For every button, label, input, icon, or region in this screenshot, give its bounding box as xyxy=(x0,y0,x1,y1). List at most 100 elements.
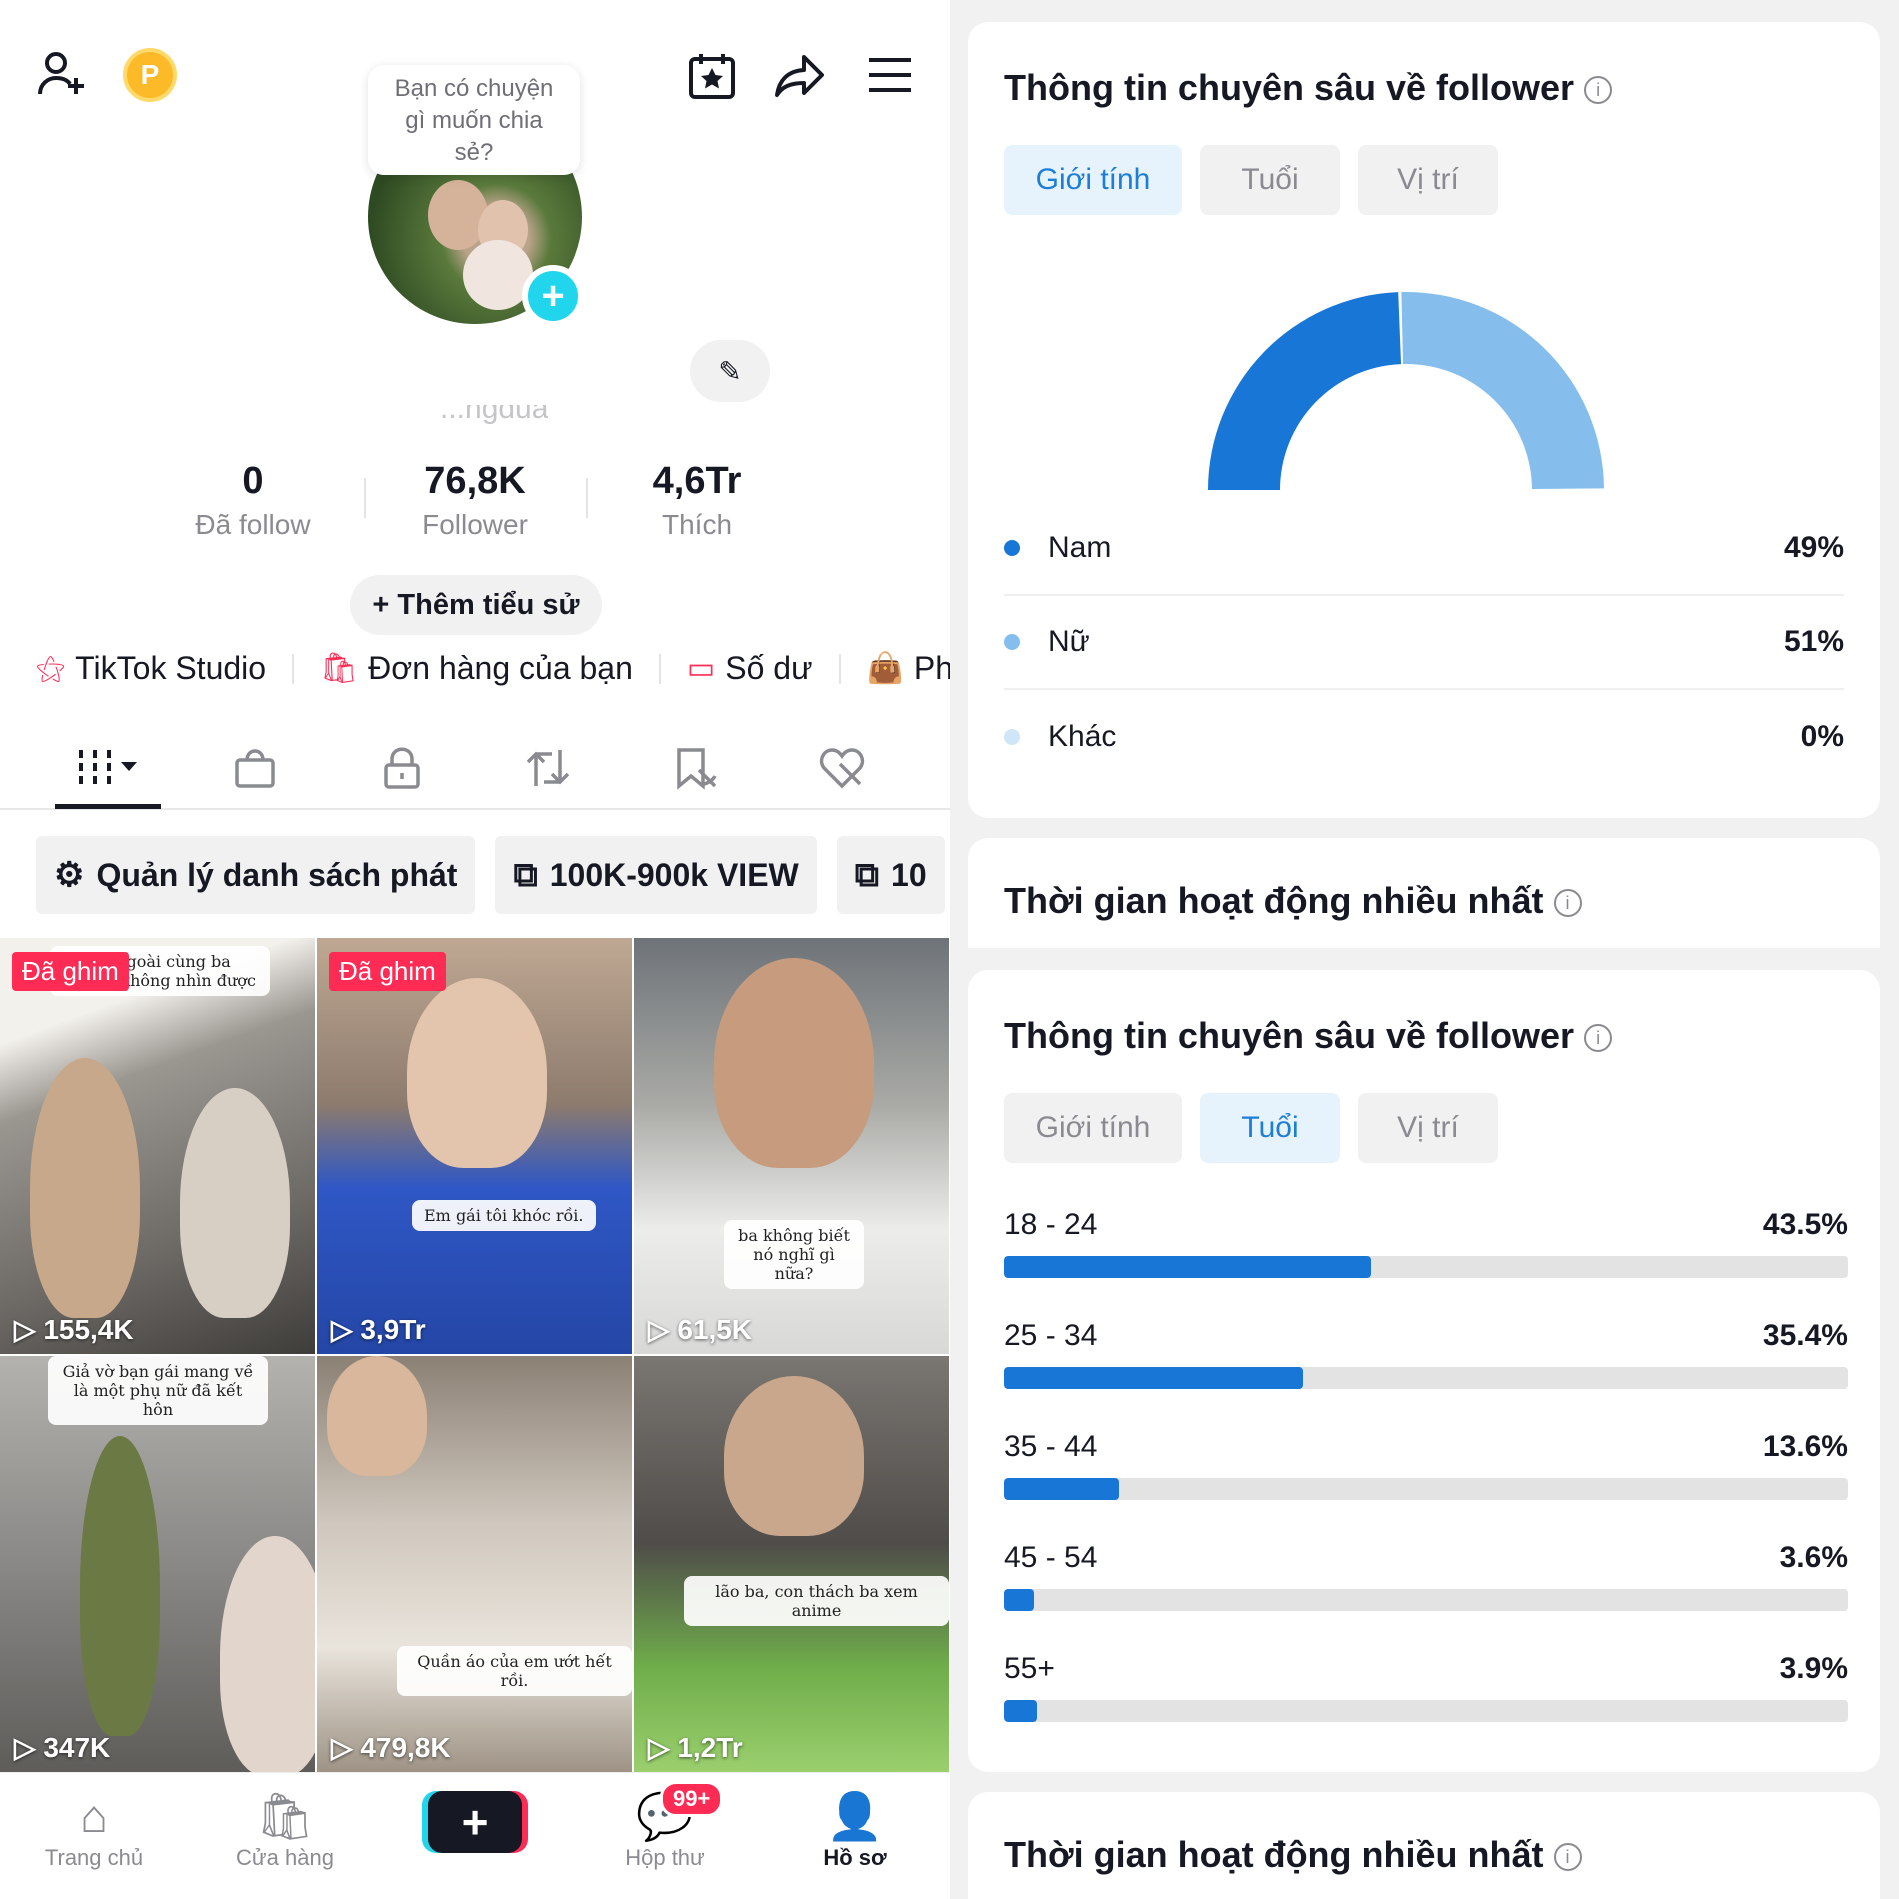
video-tile[interactable]: ba không biết nó nghĩ gì nữa? ▷ 61,5K xyxy=(634,938,949,1354)
add-avatar-plus-icon[interactable]: + xyxy=(522,265,584,327)
tab-gender[interactable]: Giới tính xyxy=(1004,145,1182,215)
quick-link-balance[interactable]: ▭ Số dư xyxy=(687,650,813,687)
legend-female: Nữ 51% xyxy=(1004,596,1844,690)
chip-label: Quản lý danh sách phát xyxy=(96,856,458,893)
info-icon[interactable]: i xyxy=(1584,1024,1613,1053)
age-bar xyxy=(1004,1700,1037,1722)
play-icon: ▷ xyxy=(14,1732,44,1763)
shop-bag-icon: 🛍 xyxy=(255,1790,315,1842)
quick-link-tiktok-studio[interactable]: ⚝ TikTok Studio xyxy=(36,650,266,687)
legend-name: Khác xyxy=(1048,720,1117,753)
video-tile[interactable]: Quần áo của em ướt hết rồi. ▷ 479,8K xyxy=(317,1356,632,1772)
stat-likes-value: 4,6Tr xyxy=(652,460,742,502)
tab-shop-bag-icon[interactable] xyxy=(215,740,295,796)
wallet-icon: ▭ xyxy=(686,652,716,685)
stat-followers-label: Follower xyxy=(422,509,528,540)
tab-gender[interactable]: Giới tính xyxy=(1004,1093,1182,1163)
legend-name: Nữ xyxy=(1048,625,1090,658)
segment-tabs: Giới tính Tuổi Vị trí xyxy=(1004,1093,1516,1163)
info-icon[interactable]: i xyxy=(1584,76,1613,105)
age-bar xyxy=(1004,1589,1035,1611)
stat-following[interactable]: 0 Đã follow xyxy=(153,460,353,541)
video-caption: Giả vờ bạn gái mang về là một phụ nữ đã … xyxy=(48,1356,268,1425)
nav-shop[interactable]: 🛍 Cửa hàng xyxy=(210,1787,360,1871)
age-bar-value: 43.5% xyxy=(1762,1208,1848,1241)
views-count: 479,8K xyxy=(360,1732,451,1763)
info-icon[interactable]: i xyxy=(1553,889,1582,918)
coin-icon[interactable]: P xyxy=(123,48,177,102)
legend-dot xyxy=(1004,634,1020,650)
stat-likes[interactable]: 4,6Tr Thích xyxy=(597,460,797,541)
views-count: 155,4K xyxy=(43,1314,134,1345)
prompt-line-1: Bạn có chuyện xyxy=(394,75,554,102)
video-tile[interactable]: Giả vờ bạn gái mang về là một phụ nữ đã … xyxy=(0,1356,315,1772)
age-bar-row: 55+ 3.9% xyxy=(1004,1652,1848,1722)
manage-playlists-chip[interactable]: ⚙ Quản lý danh sách phát xyxy=(36,836,476,914)
stat-followers[interactable]: 76,8K Follower xyxy=(375,460,575,541)
legend-dot xyxy=(1004,540,1020,556)
stat-following-value: 0 xyxy=(242,460,264,502)
prompt-bubble[interactable]: Bạn có chuyện gì muốn chia sẻ? xyxy=(368,65,580,175)
video-tile[interactable]: Ra ngoài cùng ba Giả vờ không nhìn được … xyxy=(0,938,315,1354)
nav-home[interactable]: ⌂ Trang chủ xyxy=(19,1787,169,1871)
tab-repost-icon[interactable] xyxy=(508,740,588,796)
tab-age[interactable]: Tuổi xyxy=(1200,1093,1340,1163)
video-grid: Ra ngoài cùng ba Giả vờ không nhìn được … xyxy=(0,938,950,1772)
pinned-badge: Đã ghim xyxy=(329,952,446,991)
playlist-chip[interactable]: ⧉ 10 xyxy=(836,836,945,914)
nav-profile-label: Hồ sơ xyxy=(823,1845,887,1870)
views-count: 61,5K xyxy=(677,1314,753,1345)
quick-link-label: Phần xyxy=(913,650,950,686)
gender-donut-chart xyxy=(1208,292,1604,490)
calendar-star-icon[interactable] xyxy=(684,48,740,104)
playlist-chip[interactable]: ⧉ 100K-900k VIEW xyxy=(495,836,817,914)
legend-male: Nam 49% xyxy=(1004,502,1844,596)
video-tile[interactable]: Em gái tôi khóc rồi. Đã ghim ▷ 3,9Tr xyxy=(317,938,632,1354)
playlist-icon: ⧉ xyxy=(513,855,538,894)
menu-icon[interactable] xyxy=(862,50,918,100)
tab-videos-grid-icon[interactable] xyxy=(68,740,148,796)
nav-home-label: Trang chủ xyxy=(44,1845,144,1870)
quick-link-orders[interactable]: 🛍 Đơn hàng của bạn xyxy=(320,650,633,687)
age-bar-track xyxy=(1004,1367,1848,1389)
tab-age[interactable]: Tuổi xyxy=(1200,145,1340,215)
shopping-bag-icon: 👜 xyxy=(866,652,904,685)
quick-link-label: Số dư xyxy=(725,650,813,686)
video-views: ▷ 479,8K xyxy=(331,1731,451,1764)
play-icon: ▷ xyxy=(648,1314,678,1345)
username-partial: ...ngdua xyxy=(440,405,549,425)
video-views: ▷ 155,4K xyxy=(14,1313,134,1346)
quick-link-label: TikTok Studio xyxy=(75,650,267,686)
legend-value: 49% xyxy=(1783,531,1844,564)
quick-link-more[interactable]: 👜 Phần xyxy=(867,650,951,687)
age-bar-label: 35 - 44 xyxy=(1004,1430,1098,1463)
profile-screen: P Bạn có chuyện gì muốn chia sẻ? + ✎ ...… xyxy=(0,46,951,1871)
card-title-text: Thông tin chuyên sâu về follower xyxy=(1004,67,1575,108)
edit-profile-button[interactable]: ✎ xyxy=(690,340,770,402)
donut-slice-nữ xyxy=(1401,292,1604,489)
info-icon[interactable]: i xyxy=(1553,1843,1582,1872)
video-views: ▷ 347K xyxy=(14,1731,110,1764)
add-friend-icon[interactable] xyxy=(34,46,90,102)
age-bar-row: 45 - 54 3.6% xyxy=(1004,1541,1848,1611)
segment-tabs: Giới tính Tuổi Vị trí xyxy=(1004,145,1516,215)
tab-private-lock-icon[interactable] xyxy=(362,740,442,796)
nav-profile[interactable]: 👤 Hồ sơ xyxy=(780,1787,930,1871)
play-icon: ▷ xyxy=(331,1732,361,1763)
chip-label: 100K-900k VIEW xyxy=(549,856,799,893)
age-bar-track xyxy=(1004,1478,1848,1500)
active-time-card: Thời gian hoạt động nhiều nhất i xyxy=(968,1792,1880,1899)
share-icon[interactable] xyxy=(772,48,828,104)
create-button[interactable]: + xyxy=(428,1791,522,1853)
add-bio-button[interactable]: + Thêm tiểu sử xyxy=(350,575,602,635)
legend-value: 0% xyxy=(1800,720,1844,753)
profile-icon: 👤 xyxy=(826,1790,884,1842)
tab-location[interactable]: Vị trí xyxy=(1358,145,1498,215)
tab-favorites-hidden-icon[interactable] xyxy=(656,740,736,796)
card-title-text: Thời gian hoạt động nhiều nhất xyxy=(1004,1834,1544,1875)
nav-shop-label: Cửa hàng xyxy=(236,1845,334,1870)
tab-location[interactable]: Vị trí xyxy=(1358,1093,1498,1163)
video-tile[interactable]: lão ba, con thách ba xem anime ▷ 1,2Tr xyxy=(634,1356,949,1772)
video-caption: Em gái tôi khóc rồi. xyxy=(412,1200,596,1231)
tab-liked-hidden-icon[interactable] xyxy=(802,740,882,796)
